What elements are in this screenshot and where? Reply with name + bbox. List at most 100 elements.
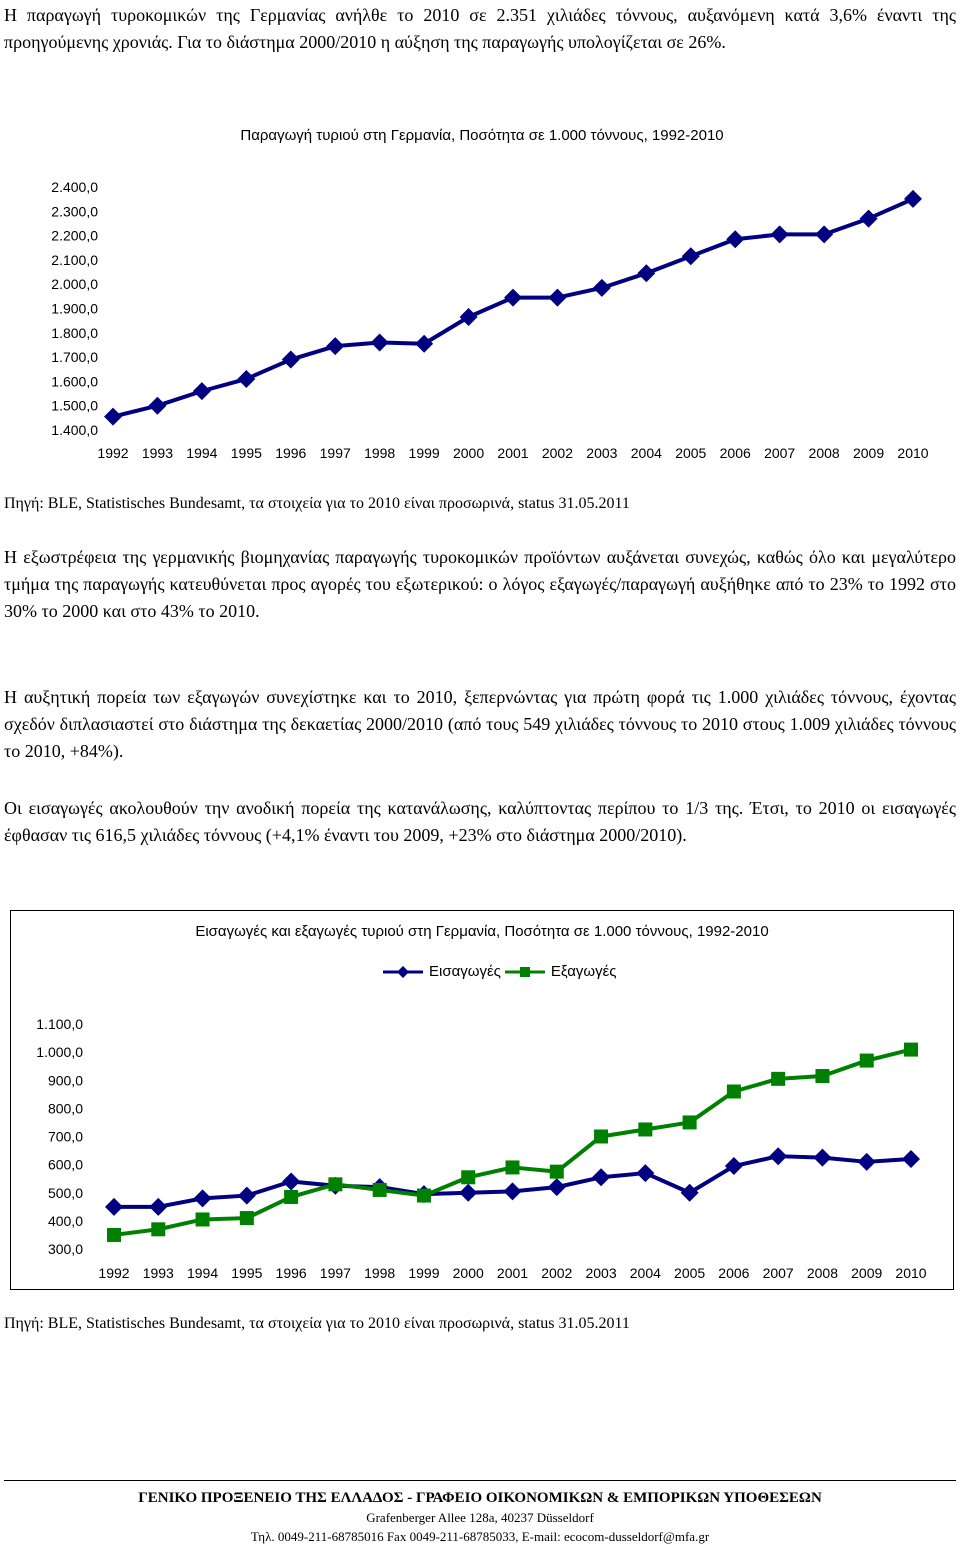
- data-point: [549, 1164, 564, 1179]
- x-tick-label: 1999: [409, 445, 440, 461]
- y-tick-label: 2.400,0: [51, 179, 98, 195]
- x-tick-label: 1995: [231, 1265, 262, 1281]
- data-point: [370, 333, 389, 352]
- production-chart: Παραγωγή τυριού στη Γερμανία, Ποσότητα σ…: [10, 115, 954, 482]
- x-tick-label: 2004: [630, 1265, 661, 1281]
- series-line: [112, 197, 914, 419]
- legend-swatch-square-icon: [504, 967, 545, 977]
- data-point: [151, 1222, 166, 1237]
- footer-organization: ΓΕΝΙΚΟ ΠΡΟΞΕΝΕΙΟ ΤΗΣ ΕΛΛΑΔΟΣ - ΓΡΑΦΕΙΟ Ο…: [138, 1490, 822, 1506]
- data-point: [859, 1053, 874, 1068]
- data-point: [771, 1071, 786, 1086]
- data-point: [638, 1122, 653, 1137]
- x-tick-label: 2008: [809, 445, 840, 461]
- x-tick-label: 2009: [853, 445, 884, 461]
- paragraph-imports: Οι εισαγωγές ακολουθούν την ανοδική πορε…: [4, 798, 956, 845]
- data-point: [148, 396, 167, 415]
- x-tick-label: 2008: [807, 1265, 838, 1281]
- data-point: [237, 369, 256, 388]
- data-point: [904, 189, 922, 208]
- data-point: [548, 288, 567, 307]
- x-tick-label: 1995: [231, 445, 262, 461]
- data-point: [681, 247, 700, 266]
- data-point: [104, 407, 122, 426]
- footer-contact: Τηλ. 0049-211-68785016 Fax 0049-211-6878…: [250, 1529, 710, 1544]
- chart-legend: Εισαγωγές Εξαγωγές: [383, 963, 621, 981]
- data-point: [193, 1189, 212, 1208]
- trade-chart-plot: 300,0 400,0 500,0 600,0 700,0 800,0 900,0 1.000…: [36, 1016, 926, 1281]
- footer-address: Grafenberger Allee 128a, 40237 Düsseldor…: [366, 1510, 594, 1525]
- y-tick-label: 400,0: [48, 1213, 83, 1229]
- y-tick-label: 1.700,0: [51, 349, 98, 365]
- data-point: [815, 225, 834, 244]
- x-tick-label: 1996: [276, 1265, 307, 1281]
- data-point: [503, 1182, 522, 1201]
- data-point: [769, 1147, 788, 1166]
- data-point: [328, 1177, 343, 1192]
- data-point: [682, 1115, 697, 1130]
- paragraph-exports-ratio: Η εξωστρέφεια της γερμανικής βιομηχανίας…: [4, 547, 956, 621]
- x-tick-label: 2010: [897, 445, 928, 461]
- data-point: [239, 1211, 254, 1226]
- y-tick-label: 2.300,0: [51, 203, 98, 219]
- x-tick-label: 2002: [541, 1265, 572, 1281]
- data-point: [459, 1183, 478, 1202]
- data-point: [195, 1212, 210, 1227]
- data-point: [461, 1170, 476, 1185]
- x-tick-label: 2007: [763, 1265, 794, 1281]
- x-tick-label: 1993: [143, 1265, 174, 1281]
- y-tick-label: 800,0: [48, 1100, 83, 1116]
- data-point: [592, 278, 611, 297]
- data-point: [857, 1152, 876, 1171]
- y-tick-label: 600,0: [48, 1157, 83, 1173]
- x-tick-label: 2000: [453, 1265, 484, 1281]
- data-point: [504, 288, 522, 307]
- y-tick-label: 2.100,0: [51, 252, 98, 268]
- x-tick-label: 2003: [585, 1265, 616, 1281]
- x-tick-label: 1992: [98, 1265, 129, 1281]
- trade-chart: Εισαγωγές και εξαγωγές τυριού στη Γερμαν…: [10, 910, 954, 1290]
- data-point: [237, 1186, 256, 1205]
- data-point: [724, 1157, 743, 1176]
- data-point: [770, 225, 789, 244]
- data-point: [726, 1084, 741, 1099]
- x-tick-label: 2004: [631, 445, 662, 461]
- data-point: [680, 1183, 699, 1202]
- x-tick-label: 1994: [186, 445, 217, 461]
- data-point: [904, 1042, 918, 1057]
- y-tick-label: 1.600,0: [51, 373, 98, 389]
- legend-item-imports: Εισαγωγές: [383, 963, 501, 981]
- data-point: [105, 1197, 123, 1216]
- y-tick-label: 2.000,0: [51, 276, 98, 292]
- y-tick-label: 1.900,0: [51, 301, 98, 317]
- legend-label-imports: Εισαγωγές: [429, 963, 501, 980]
- data-point: [636, 1164, 655, 1183]
- chart-title: Παραγωγή τυριού στη Γερμανία, Ποσότητα σ…: [240, 127, 724, 144]
- x-tick-label: 2005: [674, 1265, 705, 1281]
- legend-swatch-diamond-icon: [383, 966, 423, 978]
- data-point: [459, 308, 478, 327]
- x-tick-label: 2006: [720, 445, 751, 461]
- y-tick-label: 1.400,0: [51, 422, 98, 438]
- x-tick-label: 2003: [586, 445, 617, 461]
- data-point: [107, 1227, 121, 1242]
- paragraph-exports-growth: Η αυξητική πορεία των εξαγωγών συνεχίστη…: [4, 687, 956, 761]
- y-tick-label: 900,0: [48, 1072, 83, 1088]
- data-point: [902, 1150, 920, 1168]
- data-point: [326, 337, 345, 356]
- y-tick-label: 2.200,0: [51, 228, 98, 244]
- y-tick-label: 700,0: [48, 1129, 83, 1145]
- x-tick-label: 1996: [275, 445, 306, 461]
- x-tick-label: 2001: [497, 1265, 528, 1281]
- x-tick-label: 1999: [408, 1265, 439, 1281]
- data-point: [726, 230, 745, 249]
- data-point: [372, 1182, 387, 1197]
- production-chart-plot: 1.400,0 1.500,0 1.600,0 1.700,0 1.800,0 1.900…: [51, 179, 928, 461]
- data-point: [547, 1178, 566, 1197]
- data-point: [415, 334, 434, 353]
- y-tick-label: 500,0: [48, 1185, 83, 1201]
- data-point: [282, 1172, 301, 1191]
- data-point: [281, 350, 300, 369]
- x-tick-label: 2006: [718, 1265, 749, 1281]
- source-note: Πηγή: BLE, Statistisches Bundesamt, τα σ…: [4, 495, 630, 512]
